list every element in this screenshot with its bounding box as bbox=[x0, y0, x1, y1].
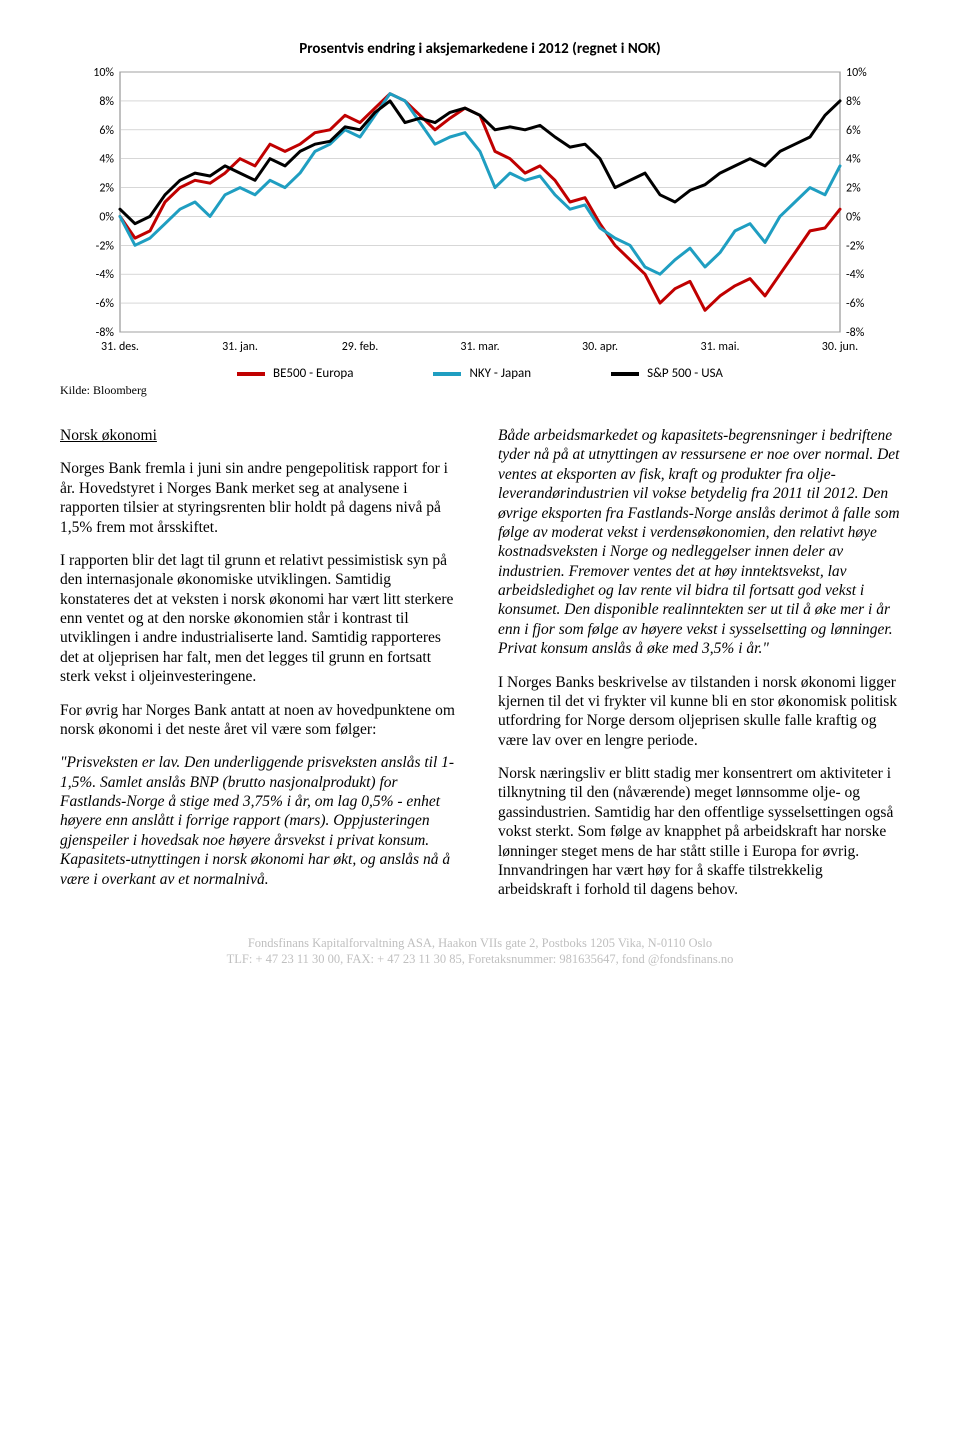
body-columns: Norsk økonomi Norges Bank fremla i juni … bbox=[60, 426, 900, 908]
footer-line: TLF: + 47 23 11 30 00, FAX: + 47 23 11 3… bbox=[60, 952, 900, 968]
legend-label: BE500 - Europa bbox=[273, 366, 353, 381]
svg-text:4%: 4% bbox=[99, 153, 114, 167]
chart-legend: BE500 - Europa NKY - Japan S&P 500 - USA bbox=[60, 366, 900, 381]
legend-label: S&P 500 - USA bbox=[647, 366, 723, 381]
svg-text:0%: 0% bbox=[846, 210, 861, 224]
legend-item: BE500 - Europa bbox=[237, 366, 353, 381]
legend-item: S&P 500 - USA bbox=[611, 366, 723, 381]
chart-title: Prosentvis endring i aksjemarkedene i 20… bbox=[60, 40, 900, 58]
svg-text:31. mai.: 31. mai. bbox=[700, 340, 739, 354]
svg-text:31. jan.: 31. jan. bbox=[222, 340, 258, 354]
chart-source: Kilde: Bloomberg bbox=[60, 383, 900, 398]
body-paragraph: For øvrig har Norges Bank antatt at noen… bbox=[60, 701, 462, 740]
page-footer: Fondsfinans Kapitalforvaltning ASA, Haak… bbox=[60, 936, 900, 967]
body-paragraph-quote: Både arbeidsmarkedet og kapasitets-begre… bbox=[498, 426, 900, 659]
body-paragraph: Norsk næringsliv er blitt stadig mer kon… bbox=[498, 764, 900, 900]
svg-text:30. jun.: 30. jun. bbox=[822, 340, 858, 354]
legend-item: NKY - Japan bbox=[433, 366, 531, 381]
legend-swatch bbox=[611, 372, 639, 376]
section-title: Norsk økonomi bbox=[60, 426, 462, 445]
svg-text:-2%: -2% bbox=[846, 239, 865, 253]
svg-text:2%: 2% bbox=[99, 182, 114, 196]
svg-text:6%: 6% bbox=[99, 124, 114, 138]
svg-text:6%: 6% bbox=[846, 124, 861, 138]
svg-text:-2%: -2% bbox=[96, 239, 115, 253]
svg-text:-8%: -8% bbox=[846, 326, 865, 340]
body-paragraph: I rapporten blir det lagt til grunn et r… bbox=[60, 551, 462, 687]
svg-text:-8%: -8% bbox=[96, 326, 115, 340]
svg-text:8%: 8% bbox=[846, 95, 861, 109]
svg-text:-6%: -6% bbox=[846, 297, 865, 311]
body-paragraph: Norges Bank fremla i juni sin andre peng… bbox=[60, 459, 462, 537]
svg-text:2%: 2% bbox=[846, 182, 861, 196]
footer-line: Fondsfinans Kapitalforvaltning ASA, Haak… bbox=[60, 936, 900, 952]
svg-text:4%: 4% bbox=[846, 153, 861, 167]
chart-container: -8% -8% -6% -6% -4% -4% -2% -2% 0% 0% 2% 2% 4% 4% 6% 6%… bbox=[60, 62, 900, 362]
svg-text:-4%: -4% bbox=[96, 268, 115, 282]
body-paragraph: I Norges Banks beskrivelse av tilstanden… bbox=[498, 673, 900, 751]
svg-text:31. mar.: 31. mar. bbox=[460, 340, 499, 354]
svg-text:8%: 8% bbox=[99, 95, 114, 109]
svg-text:0%: 0% bbox=[99, 210, 114, 224]
svg-text:10%: 10% bbox=[846, 66, 867, 80]
legend-swatch bbox=[237, 372, 265, 376]
line-chart: -8% -8% -6% -6% -4% -4% -2% -2% 0% 0% 2% 2% 4% 4% 6% 6%… bbox=[70, 62, 890, 362]
svg-text:31. des.: 31. des. bbox=[101, 340, 139, 354]
svg-text:30. apr.: 30. apr. bbox=[582, 340, 618, 354]
svg-text:-4%: -4% bbox=[846, 268, 865, 282]
legend-label: NKY - Japan bbox=[469, 366, 531, 381]
svg-text:10%: 10% bbox=[93, 66, 114, 80]
legend-swatch bbox=[433, 372, 461, 376]
svg-text:-6%: -6% bbox=[96, 297, 115, 311]
svg-text:29. feb.: 29. feb. bbox=[342, 340, 379, 354]
body-paragraph-quote: "Prisveksten er lav. Den underliggende p… bbox=[60, 753, 462, 889]
